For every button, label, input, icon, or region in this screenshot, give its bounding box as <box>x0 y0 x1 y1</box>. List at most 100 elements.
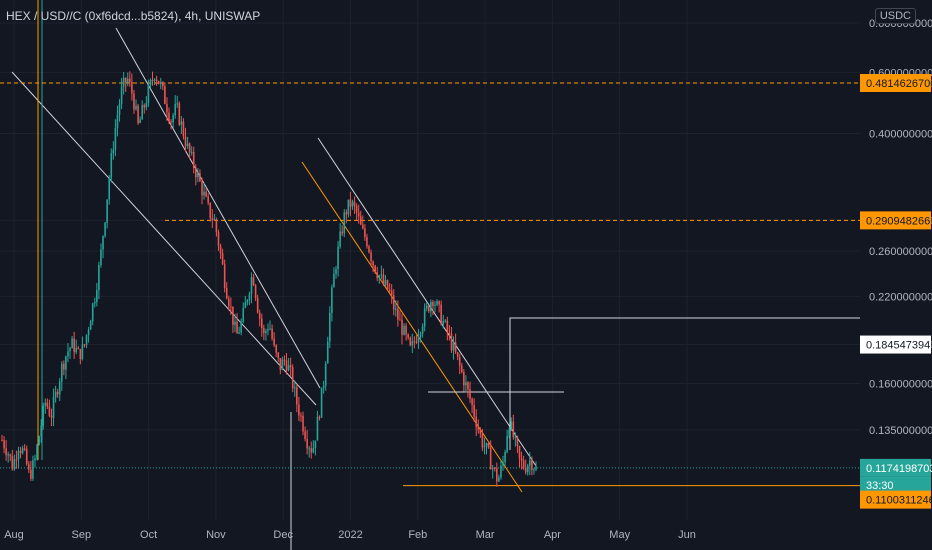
candle-body <box>306 439 308 449</box>
candle-body <box>56 391 59 395</box>
candle-body <box>302 415 304 432</box>
candle-body <box>368 246 370 253</box>
candle-body <box>322 386 325 388</box>
candle-body <box>13 459 16 470</box>
candle-body <box>399 319 401 321</box>
candle-body <box>337 246 339 270</box>
price-tag-label: 0.4814626700 <box>866 78 932 90</box>
candle-body <box>518 446 521 459</box>
candle-body <box>141 105 144 120</box>
candle-body <box>87 329 90 336</box>
candle-body <box>438 301 440 305</box>
candle-body <box>11 456 14 470</box>
time-tick-label: Nov <box>206 529 226 541</box>
candle-body <box>221 253 224 265</box>
candle-body <box>232 306 234 325</box>
candle-body <box>93 302 96 304</box>
candle-body <box>227 298 230 307</box>
candle-body <box>423 308 426 327</box>
candle-body <box>452 342 455 351</box>
candle-body <box>116 114 119 128</box>
candle-body <box>176 103 179 105</box>
candle-body <box>524 467 527 473</box>
candle-body <box>46 402 49 407</box>
candle-body <box>496 468 498 482</box>
candle-body <box>184 136 187 147</box>
candle-body <box>469 389 471 400</box>
candle-body <box>91 303 94 322</box>
time-axis[interactable]: Aug Sep Oct Nov Dec 2022 Feb Mar Apr May Jun <box>4 529 696 541</box>
target-line-white <box>509 317 860 450</box>
candle-body <box>238 332 240 334</box>
candle-body <box>390 290 393 296</box>
candle-body <box>405 325 407 335</box>
candle-body <box>312 448 315 453</box>
price-tag-label: 0.1845473941 <box>866 340 932 352</box>
candle-body <box>516 436 519 447</box>
candle-body <box>448 332 451 334</box>
candle-body <box>436 301 438 305</box>
candle-body <box>81 344 84 360</box>
candle-body <box>504 451 506 463</box>
currency-badge[interactable]: USDC <box>874 8 916 24</box>
candle-body <box>205 191 207 197</box>
candle-body <box>446 320 449 333</box>
trendline-channel-lower <box>301 161 523 493</box>
candle-body <box>63 363 65 370</box>
candle-body <box>320 387 323 418</box>
candle-body <box>73 338 75 353</box>
candle-body <box>15 459 18 461</box>
candle-body <box>502 462 504 466</box>
candle-body <box>442 320 445 325</box>
candle-body <box>225 288 228 299</box>
candle-body <box>102 236 104 250</box>
candle-body <box>277 352 280 359</box>
candle-body <box>357 212 360 217</box>
candle-body <box>38 436 40 446</box>
candle-body <box>209 202 212 219</box>
candle-body <box>85 335 88 345</box>
candle-body <box>135 105 137 110</box>
candle-body <box>403 325 405 335</box>
candle-body <box>460 365 463 372</box>
price-tag-box <box>860 335 931 354</box>
time-tick-label: Mar <box>476 529 495 541</box>
price-tags: 0.4814626700 0.2909482661 0.1845473941 0.11… <box>860 73 932 509</box>
candle-body <box>512 421 515 438</box>
time-tick-label: May <box>609 529 630 541</box>
candle-body <box>42 405 45 426</box>
chart-grid <box>0 0 860 520</box>
candle-body <box>83 344 86 346</box>
candle-body <box>100 249 102 266</box>
candle-body <box>124 77 127 83</box>
candle-body <box>409 337 412 346</box>
candle-body <box>329 312 331 342</box>
candle-body <box>333 273 335 288</box>
candle-body <box>489 447 492 470</box>
candle-body <box>347 199 350 215</box>
price-tag-box <box>860 211 931 230</box>
candle-body <box>298 404 300 416</box>
candle-body <box>413 341 416 343</box>
candle-body <box>267 329 269 332</box>
candle-body <box>122 77 125 87</box>
candle-body <box>316 417 319 441</box>
candle-body <box>52 397 55 418</box>
candle-body <box>186 143 189 147</box>
candle-body <box>269 328 271 330</box>
candle-body <box>432 302 434 306</box>
candle-body <box>118 103 121 115</box>
candle-body <box>58 381 61 395</box>
candle-body <box>252 277 255 286</box>
candle-body <box>392 295 395 310</box>
candle-body <box>355 206 358 213</box>
candle-body <box>219 245 222 254</box>
candle-body <box>23 448 26 450</box>
candle-body <box>485 442 488 447</box>
candle-body <box>256 297 259 313</box>
candle-body <box>296 387 298 405</box>
candle-body <box>374 265 376 273</box>
